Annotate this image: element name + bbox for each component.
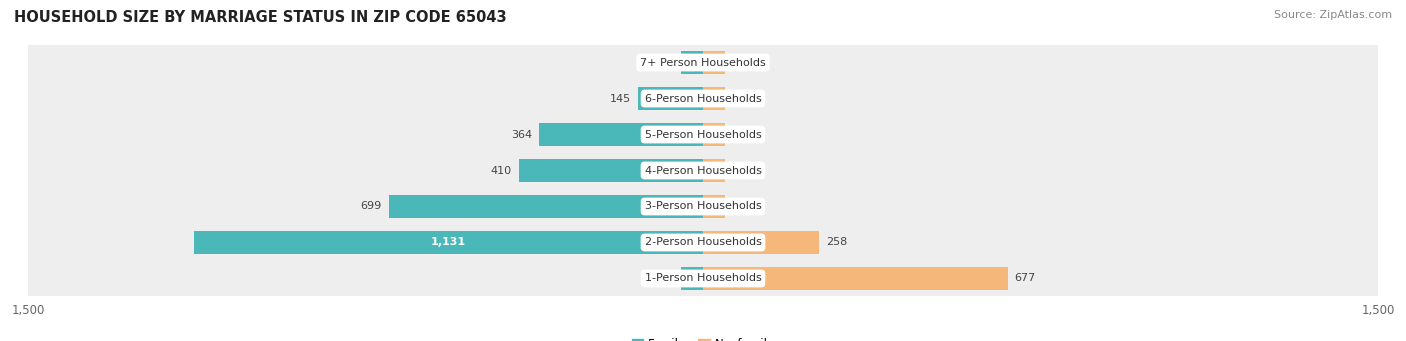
- Bar: [703, 231, 820, 254]
- Text: 364: 364: [512, 130, 533, 139]
- Bar: [703, 195, 725, 218]
- Bar: [388, 195, 703, 218]
- Text: 0: 0: [733, 93, 740, 104]
- Text: 0: 0: [733, 58, 740, 68]
- Text: 145: 145: [610, 93, 631, 104]
- Bar: [540, 123, 703, 146]
- Bar: [519, 159, 703, 182]
- Bar: [28, 224, 1378, 261]
- Text: 0: 0: [733, 130, 740, 139]
- Text: 1,131: 1,131: [432, 237, 467, 248]
- Text: 2-Person Households: 2-Person Households: [644, 237, 762, 248]
- Text: 15: 15: [717, 165, 731, 176]
- Bar: [703, 87, 725, 110]
- Text: 6-Person Households: 6-Person Households: [644, 93, 762, 104]
- Bar: [703, 123, 725, 146]
- Bar: [703, 51, 725, 74]
- Bar: [28, 189, 1378, 224]
- Bar: [28, 80, 1378, 117]
- Text: HOUSEHOLD SIZE BY MARRIAGE STATUS IN ZIP CODE 65043: HOUSEHOLD SIZE BY MARRIAGE STATUS IN ZIP…: [14, 10, 506, 25]
- Bar: [28, 152, 1378, 189]
- Bar: [703, 159, 725, 182]
- Bar: [28, 117, 1378, 152]
- Text: 7+ Person Households: 7+ Person Households: [640, 58, 766, 68]
- Bar: [681, 51, 703, 74]
- Bar: [28, 261, 1378, 296]
- Bar: [681, 267, 703, 290]
- Text: 677: 677: [1014, 273, 1036, 283]
- Text: 5-Person Households: 5-Person Households: [644, 130, 762, 139]
- Legend: Family, Nonfamily: Family, Nonfamily: [631, 338, 775, 341]
- Text: 699: 699: [360, 202, 382, 211]
- Text: 4-Person Households: 4-Person Households: [644, 165, 762, 176]
- Text: Source: ZipAtlas.com: Source: ZipAtlas.com: [1274, 10, 1392, 20]
- Text: 1-Person Households: 1-Person Households: [644, 273, 762, 283]
- Bar: [638, 87, 703, 110]
- Bar: [194, 231, 703, 254]
- Text: 258: 258: [825, 237, 846, 248]
- Text: 7: 7: [713, 202, 720, 211]
- Bar: [28, 45, 1378, 80]
- Text: 3-Person Households: 3-Person Households: [644, 202, 762, 211]
- Text: 29: 29: [669, 58, 683, 68]
- Bar: [703, 267, 1008, 290]
- Text: 410: 410: [491, 165, 512, 176]
